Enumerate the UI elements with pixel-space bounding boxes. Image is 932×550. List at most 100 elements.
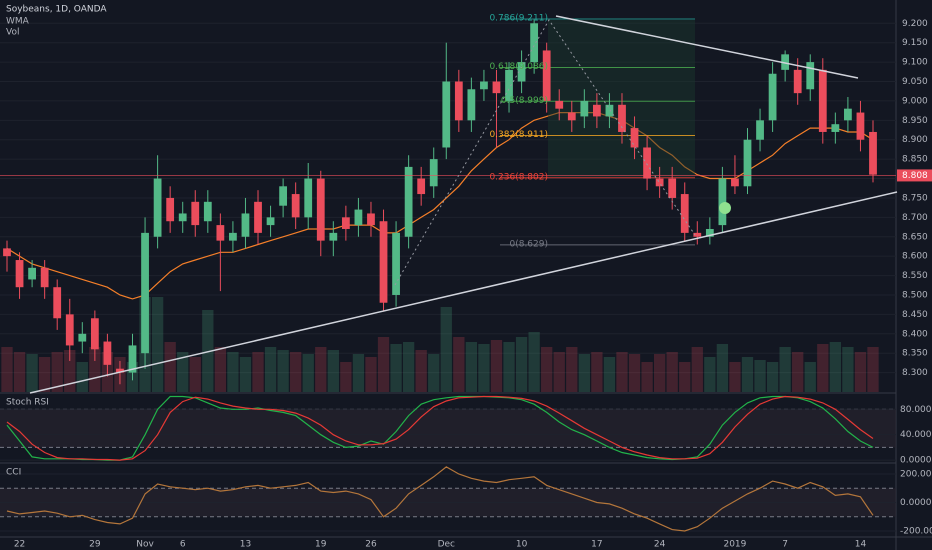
volume-bar [528, 332, 540, 392]
y-tick-label: 8.900 [902, 135, 928, 145]
y-tick-label: 200.0000 [900, 469, 932, 479]
last-price-tag [897, 169, 932, 182]
volume-bar [566, 347, 578, 392]
candle-body [643, 147, 651, 179]
candle-body [379, 221, 388, 303]
candle-body [203, 201, 212, 222]
indicator-layer [6, 395, 874, 532]
candle-body [492, 81, 501, 94]
x-tick-label: 22 [14, 540, 25, 550]
x-tick-label: 6 [180, 540, 186, 550]
candle-body [53, 287, 62, 319]
candle-body [567, 112, 576, 121]
fib-label: 0.786(9.211) [489, 14, 548, 24]
y-tick-label: 40.0000 [900, 430, 932, 440]
volume-bar [490, 340, 503, 392]
volume-bar [591, 352, 603, 392]
candle-body [718, 178, 727, 226]
y-tick-label: 8.700 [902, 213, 928, 223]
candle-body [78, 333, 87, 342]
volume-bar [51, 352, 63, 392]
volume-bar [428, 354, 440, 392]
volume-bar [377, 337, 390, 392]
y-tick-label: 9.100 [902, 58, 928, 68]
volume-bar [842, 347, 854, 392]
volume-bar [854, 352, 867, 392]
volume-bar [465, 342, 478, 392]
volume-bar [302, 354, 314, 392]
y-tick-label: 8.650 [902, 232, 928, 242]
candle-body [15, 260, 24, 288]
volume-bar [766, 362, 779, 392]
volume-bar [277, 350, 289, 392]
candle-body [341, 217, 350, 229]
y-tick-label: 0.0000 [900, 498, 932, 508]
volume-bar [177, 352, 189, 392]
y-tick-label: 80.0000 [900, 405, 932, 415]
volume-bar [691, 347, 703, 392]
candle-body [65, 314, 74, 346]
price-axis-panel [897, 0, 932, 550]
candle-body [429, 159, 438, 187]
candle-body [229, 232, 237, 241]
x-tick-label: 29 [89, 540, 101, 550]
fib-label: 0.618(9.086) [489, 62, 548, 72]
candle-body [128, 345, 137, 373]
y-tick-label: 8.750 [902, 193, 928, 203]
volume-bar [541, 347, 553, 392]
candle-body [279, 186, 288, 206]
pane-title: Stoch RSI [6, 398, 49, 408]
candle-body [542, 50, 551, 101]
volume-bar [264, 347, 277, 392]
candle-body [856, 112, 865, 140]
candle-body [731, 178, 739, 187]
candle-body [454, 81, 463, 121]
volume-bar [239, 357, 252, 392]
volume-bar [352, 354, 365, 392]
candle-body [404, 166, 413, 237]
y-tick-label: 9.000 [902, 96, 928, 106]
volume-bar [741, 357, 754, 392]
marker-dot [719, 202, 731, 214]
y-tick-label: 8.350 [902, 349, 928, 359]
candle-body [555, 100, 564, 109]
volume-bar [666, 352, 678, 392]
volume-bar [39, 357, 51, 392]
y-tick-label: 9.200 [902, 19, 928, 29]
volume-bar [792, 352, 804, 392]
volume-bar [327, 350, 339, 392]
y-tick-label: 8.400 [902, 329, 928, 339]
last-price-label: 8.808 [902, 171, 928, 181]
volume-bar [804, 362, 816, 392]
candle-body [668, 178, 677, 198]
volume-bar [290, 352, 302, 392]
volume-bar [164, 342, 176, 392]
candle-body [90, 318, 99, 350]
x-tick-label: 7 [782, 540, 788, 550]
text-layer: Soybeans, 1D, OANDA WMA Vol Stoch RSI CC… [6, 5, 932, 550]
candle-body [417, 178, 426, 195]
volume-bar [227, 352, 239, 392]
volume-bar [1, 347, 13, 392]
candle-body [28, 267, 36, 280]
candle-body [756, 120, 764, 140]
indicator-line [6, 466, 874, 532]
fib-label: 0(8.629) [509, 239, 548, 249]
candle-body [266, 217, 275, 226]
x-tick-label: 2019 [723, 540, 746, 550]
y-tick-label: 8.600 [902, 252, 928, 262]
pane-title: CCI [6, 468, 21, 478]
candle-body [768, 73, 777, 121]
candle-body [354, 209, 363, 226]
y-tick-label: 8.300 [902, 368, 928, 378]
candle-body [517, 62, 526, 82]
candle-body [153, 178, 162, 237]
volume-bar [616, 352, 628, 392]
volume-bar [779, 347, 791, 392]
candle-body [743, 139, 752, 187]
volume-bar [515, 337, 528, 392]
x-tick-label: 24 [654, 540, 666, 550]
x-tick-label: 14 [855, 540, 867, 550]
